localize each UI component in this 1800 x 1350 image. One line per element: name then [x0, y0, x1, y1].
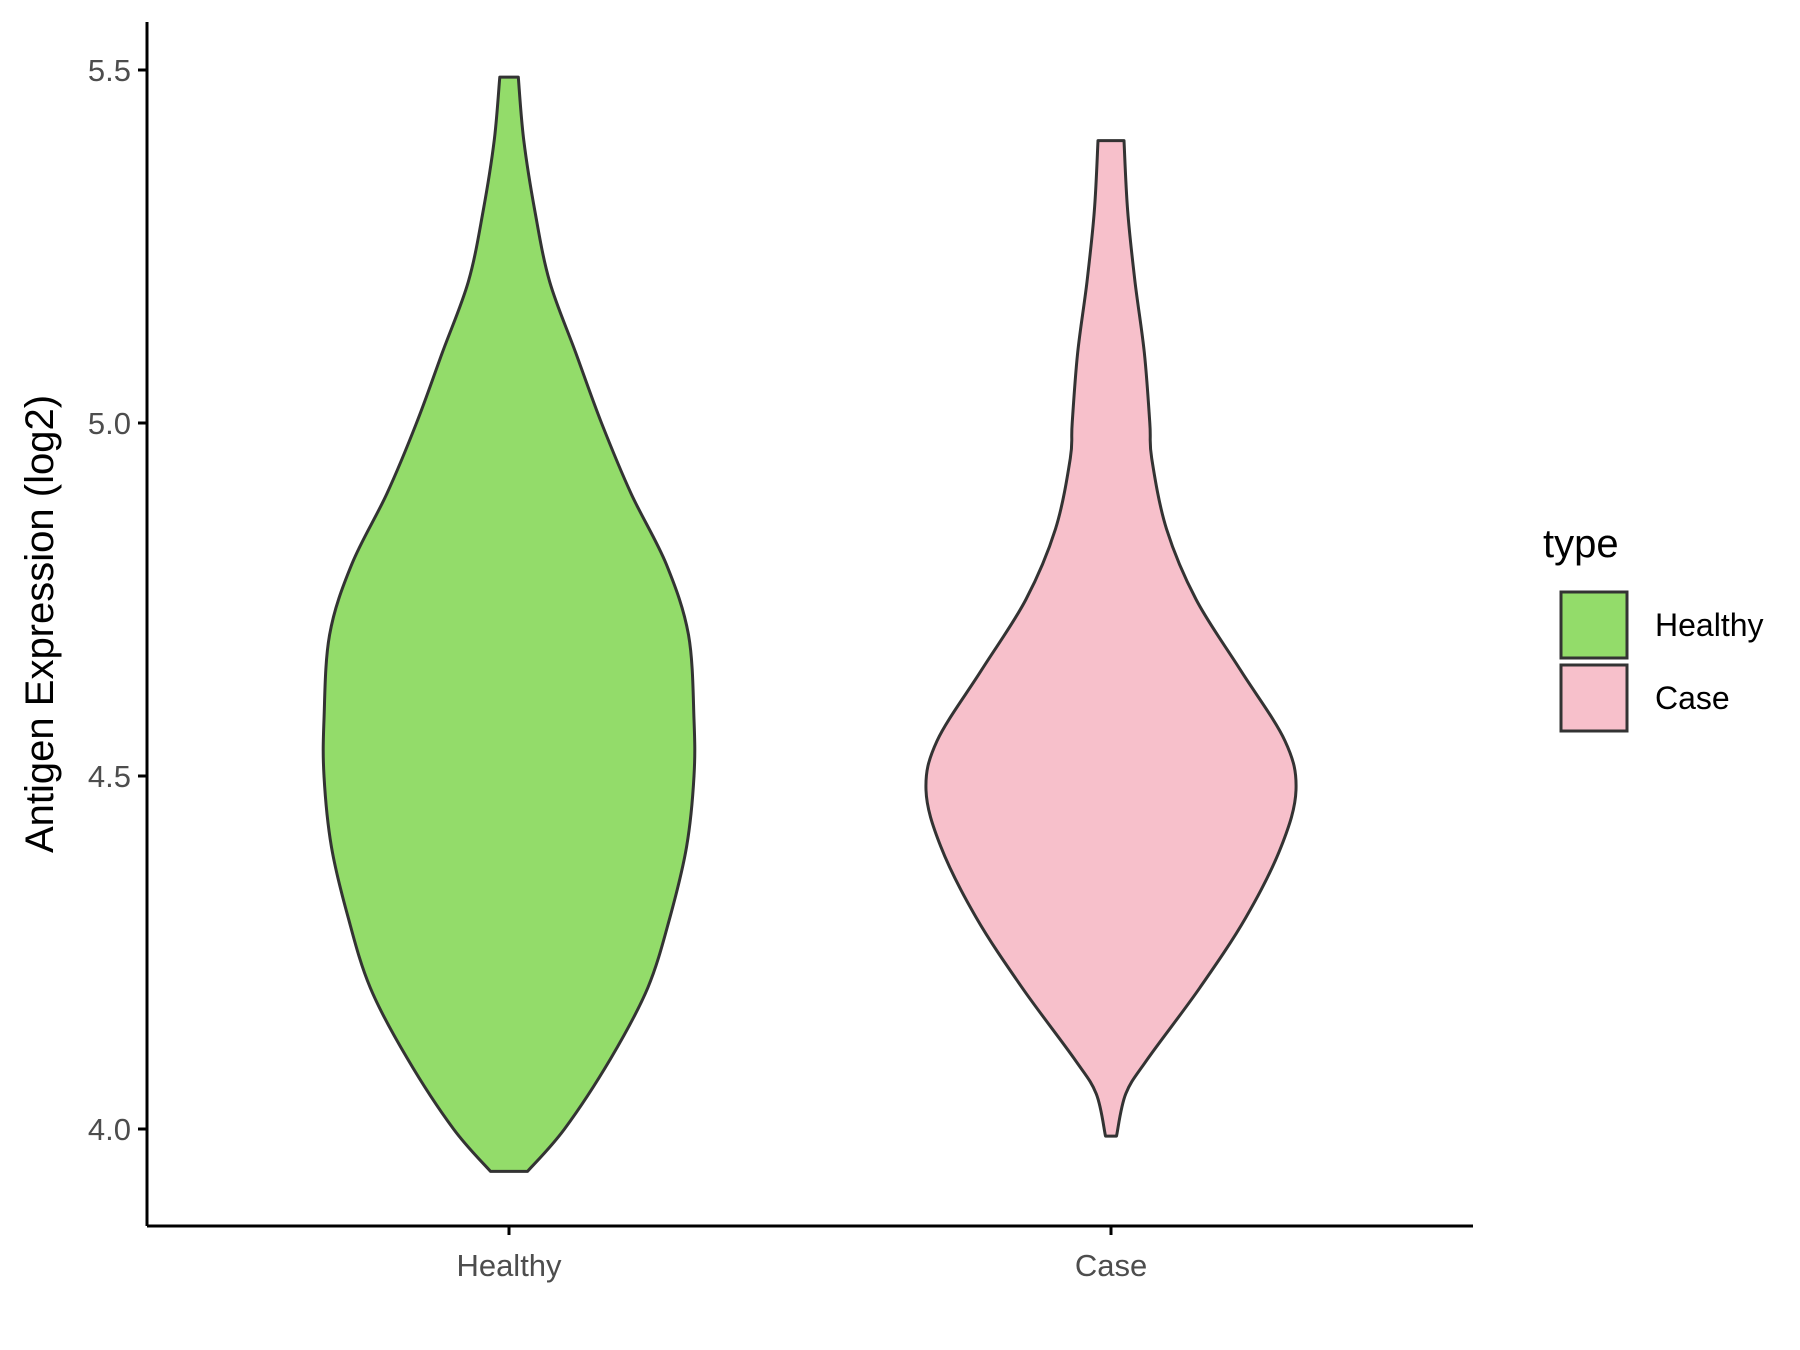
y-tick-label: 5.5 [88, 53, 131, 88]
y-axis-title: Antigen Expression (log2) [18, 395, 62, 853]
violin-healthy [321, 75, 697, 1173]
legend-title: type [1543, 522, 1619, 566]
legend-key-case [1559, 663, 1629, 733]
legend-label: Case [1655, 680, 1730, 716]
x-axis: Healthy Case [147, 1224, 1473, 1283]
y-tick-label: 4.0 [88, 1112, 131, 1147]
legend: type Healthy Case [1543, 522, 1764, 733]
y-tick-label: 5.0 [88, 406, 131, 441]
x-tick-label: Case [1075, 1248, 1147, 1283]
violin-case [924, 139, 1298, 1138]
x-tick-label: Healthy [456, 1248, 562, 1283]
y-axis: 4.0 4.5 5.0 5.5 [88, 22, 149, 1226]
violin-layer [321, 75, 1298, 1173]
legend-key-healthy [1559, 590, 1629, 660]
legend-label: Healthy [1655, 607, 1764, 643]
y-tick-label: 4.5 [88, 759, 131, 794]
